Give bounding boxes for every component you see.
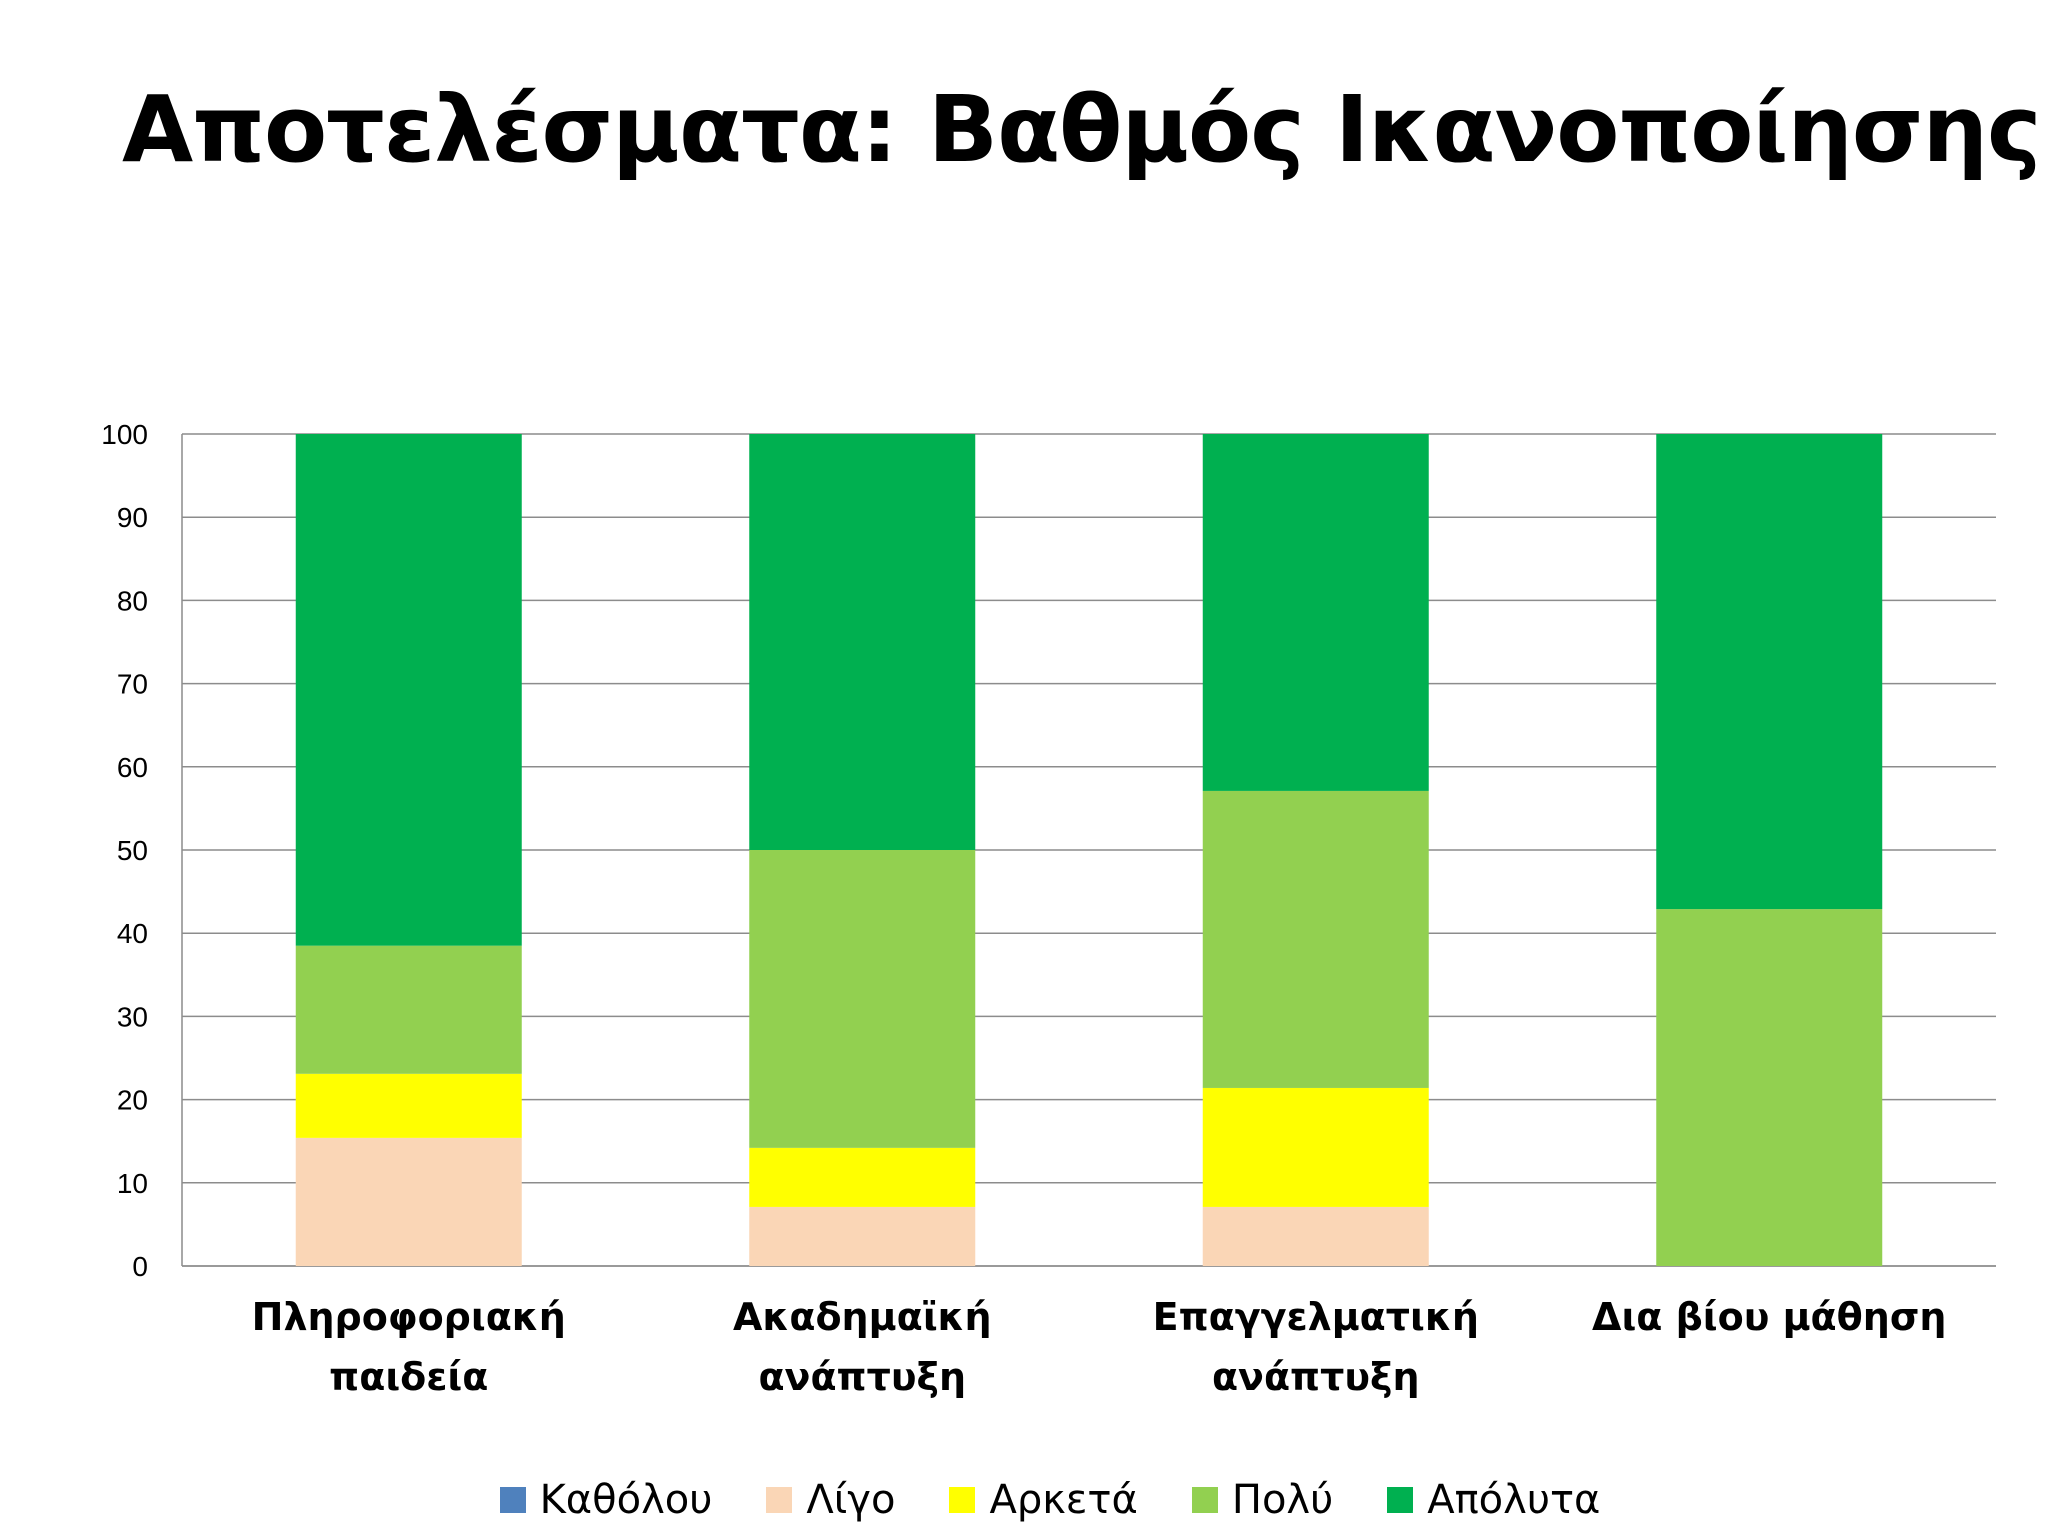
legend-label: Λίγο [806,1477,896,1523]
y-tick-label: 10 [117,1168,148,1199]
slide-title: Αποτελέσματα: Βαθμός Ικανοποίησης [122,76,2041,183]
x-category-label: Ακαδημαϊκή ανάπτυξη [733,1295,992,1399]
chart-legend: Καθόλου Λίγο Αρκετά Πολύ Απόλυτα [0,1470,2048,1530]
y-tick-label: 90 [117,502,148,533]
bar-segment [295,1073,522,1138]
x-category-label: Επαγγελματική ανάπτυξη [1153,1295,1479,1399]
legend-label: Αρκετά [989,1477,1138,1523]
legend-swatch [1387,1487,1414,1513]
y-tick-label: 50 [117,835,148,866]
legend-item: Αρκετά [949,1477,1138,1523]
legend-item: Λίγο [766,1477,895,1523]
y-tick-label: 20 [117,1085,148,1116]
y-tick-label: 30 [117,1001,148,1032]
legend-swatch [766,1487,793,1513]
bar-segment [1202,1087,1429,1207]
bar-segment [749,1147,976,1207]
bar-segment [295,434,522,946]
legend-item: Απόλυτα [1387,1477,1600,1523]
bar-segment [295,945,522,1074]
x-category-label: Δια βίου μάθηση [1592,1295,1946,1339]
legend-label: Πολύ [1231,1477,1334,1523]
x-category-label: Πληροφοριακή παιδεία [252,1295,566,1399]
bar-segment [749,434,976,850]
legend-swatch [1191,1487,1218,1513]
y-tick-label: 60 [117,752,148,783]
legend-swatch [499,1487,526,1513]
bar-segment [749,1206,976,1266]
legend-label: Απόλυτα [1427,1477,1601,1523]
legend-swatch [949,1487,976,1513]
bar-segment [749,850,976,1148]
bar-segment [1202,434,1429,791]
y-tick-label: 0 [132,1251,148,1282]
legend-item: Καθόλου [499,1477,713,1523]
y-tick-label: 40 [117,918,148,949]
y-tick-label: 70 [117,669,148,700]
legend-item: Πολύ [1191,1477,1334,1523]
y-tick-label: 100 [101,419,148,450]
bar-segment [1202,790,1429,1088]
bar-segment [1202,1206,1429,1266]
y-tick-label: 80 [117,585,148,616]
bar-segment [1656,434,1883,910]
bar-segment [1656,909,1883,1266]
bar-segment [295,1137,522,1266]
legend-label: Καθόλου [539,1477,713,1523]
